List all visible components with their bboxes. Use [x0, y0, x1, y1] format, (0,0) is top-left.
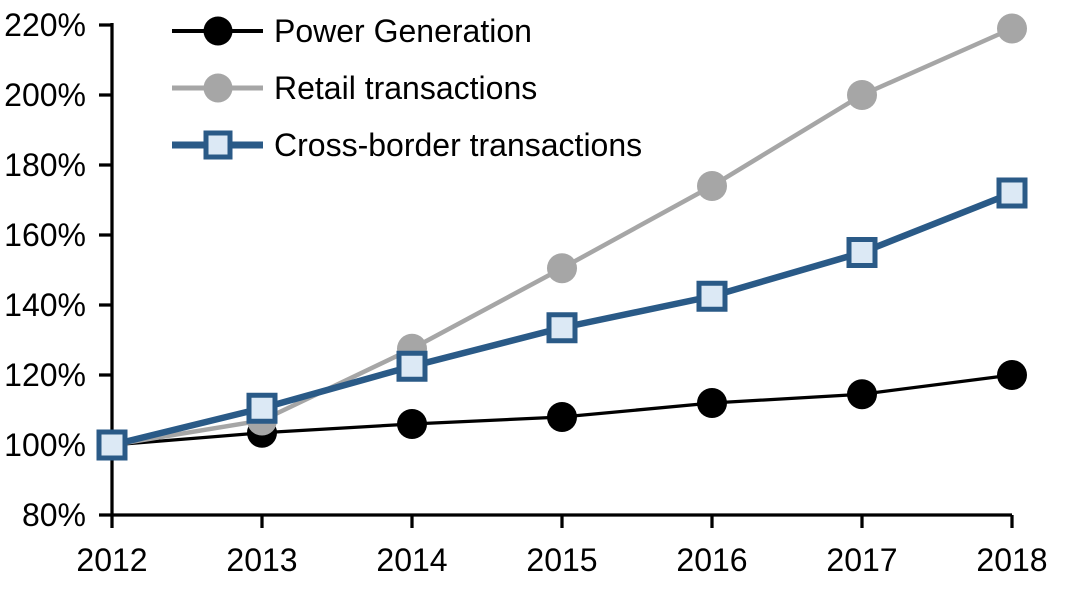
marker-retail-transactions — [997, 13, 1027, 44]
marker-retail-transactions — [697, 171, 727, 201]
marker-cross-border-transactions — [96, 429, 128, 461]
x-axis-tick-label: 2017 — [826, 542, 897, 578]
marker-cross-border-transactions — [696, 280, 728, 312]
legend-swatch-power-generation-icon — [172, 13, 263, 49]
y-axis-tick-label: 220% — [4, 7, 86, 43]
marker-cross-border-transactions — [996, 177, 1028, 209]
x-axis-tick-label: 2014 — [376, 542, 447, 578]
y-axis-tick-label: 100% — [4, 427, 86, 463]
marker-retail-transactions — [547, 253, 577, 284]
x-axis-tick-label: 2013 — [226, 542, 297, 578]
y-axis-tick-label: 160% — [4, 217, 86, 253]
legend-label-retail-transactions: Retail transactions — [274, 70, 538, 106]
marker-power-generation — [397, 409, 427, 439]
marker-cross-border-transactions — [846, 237, 878, 268]
y-axis-tick-label: 80% — [22, 497, 86, 533]
marker-retail-transactions — [847, 80, 877, 110]
legend-item-retail-transactions: Retail transactions — [172, 70, 537, 106]
marker-cross-border-transactions — [546, 312, 578, 344]
marker-power-generation — [697, 388, 727, 418]
y-axis-tick-label: 180% — [4, 147, 86, 183]
y-axis-tick-label: 140% — [4, 287, 86, 323]
legend-label-cross-border-transactions: Cross-border transactions — [274, 127, 643, 163]
marker-power-generation — [547, 402, 577, 432]
x-axis-tick-label: 2018 — [976, 542, 1047, 578]
marker-power-generation — [847, 379, 877, 410]
series-lines — [96, 13, 1028, 461]
marker-cross-border-transactions — [246, 392, 278, 424]
x-axis-tick-label: 2016 — [676, 542, 747, 578]
y-axis-tick-label: 120% — [4, 357, 86, 393]
x-axis-tick-label: 2012 — [76, 542, 147, 578]
legend-item-cross-border-transactions: Cross-border transactions — [172, 127, 642, 163]
marker-cross-border-transactions — [396, 350, 428, 382]
legend-item-power-generation: Power Generation — [172, 13, 532, 49]
legend-label-power-generation: Power Generation — [274, 13, 532, 49]
legend-swatch-cross-border-transactions-icon — [172, 127, 263, 163]
x-axis-tick-label: 2015 — [526, 542, 597, 578]
axes: 80% 100% 120% 140% 160% 180% 200% 220% 2012 2013 2… — [4, 7, 1047, 578]
marker-power-generation — [997, 360, 1027, 390]
legend-swatch-retail-transactions-icon — [172, 70, 263, 106]
y-axis-tick-label: 200% — [4, 77, 86, 113]
